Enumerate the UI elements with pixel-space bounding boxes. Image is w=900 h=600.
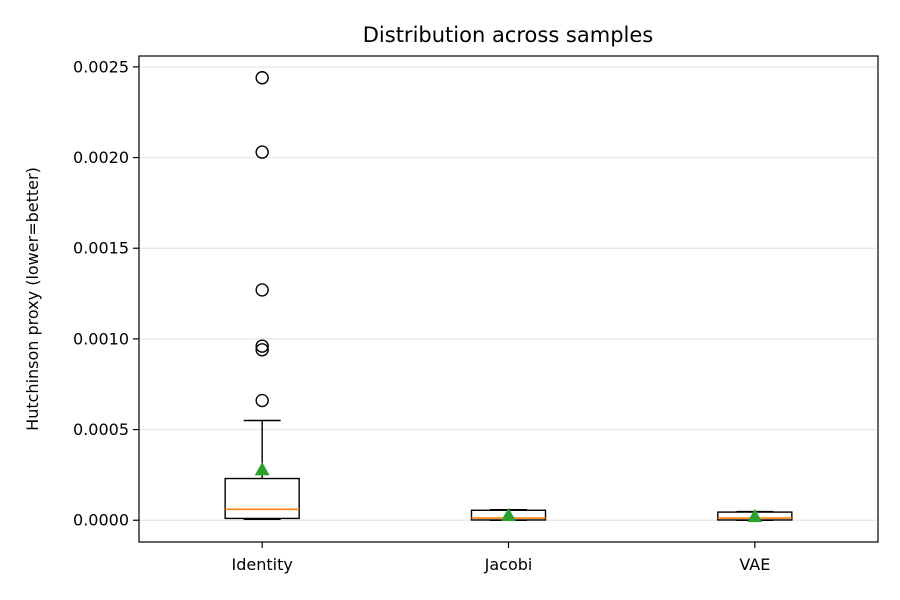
outlier-point xyxy=(255,343,269,357)
y-tick-label: 0.0015 xyxy=(73,239,129,258)
y-tick-label: 0.0005 xyxy=(73,420,129,439)
y-tick-label: 0.0025 xyxy=(73,57,129,76)
outlier-point xyxy=(255,71,269,85)
box-vae xyxy=(717,508,793,523)
box-iqr xyxy=(224,477,300,520)
chart-title: Distribution across samples xyxy=(363,23,653,47)
y-axis-label: Hutchinson proxy (lower=better) xyxy=(23,167,42,431)
box-identity xyxy=(224,71,300,521)
y-axis-ticks: 0.0000 0.0005 0.0010 0.0015 0.0020 0.0025 xyxy=(73,57,139,530)
outlier-point xyxy=(255,339,269,353)
box-plots xyxy=(224,71,793,523)
box-jacobi xyxy=(470,507,547,522)
y-tick-label: 0.0020 xyxy=(73,148,129,167)
x-tick-label: Identity xyxy=(232,555,293,574)
y-tick-label: 0.0010 xyxy=(73,329,129,348)
y-tick-label: 0.0000 xyxy=(73,511,129,530)
x-tick-label: VAE xyxy=(739,555,770,574)
outlier-point xyxy=(255,283,269,297)
x-tick-label: Jacobi xyxy=(484,555,533,574)
mean-marker xyxy=(254,461,270,476)
mean-marker xyxy=(501,507,516,522)
outlier-point xyxy=(255,393,269,408)
mean-marker xyxy=(747,508,763,523)
x-axis-ticks: Identity Jacobi VAE xyxy=(232,542,770,574)
outlier-point xyxy=(255,145,269,159)
